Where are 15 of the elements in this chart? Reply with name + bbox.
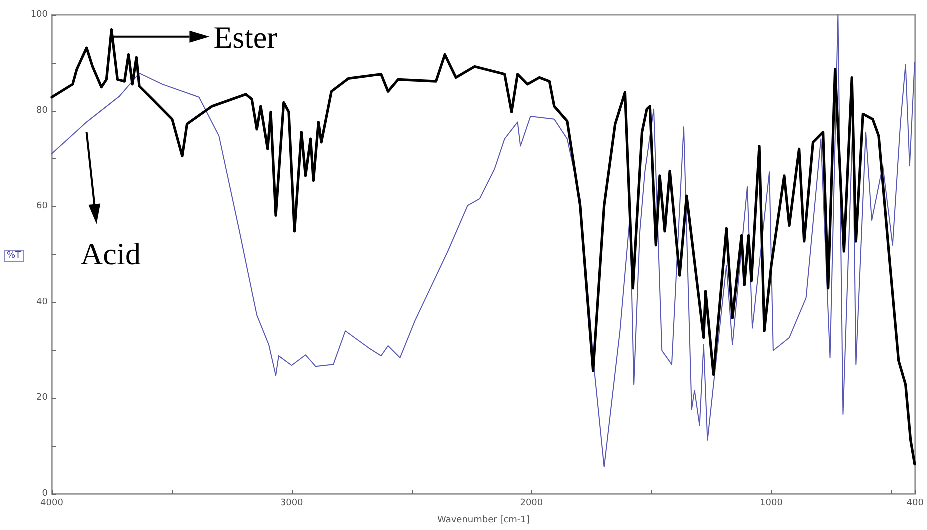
y-tick-label: 20	[36, 393, 48, 404]
y-tick-label: 0	[42, 489, 48, 499]
x-axis-title: Wavenumber [cm-1]	[438, 516, 530, 526]
y-tick-label: 100	[30, 10, 48, 20]
x-tick-label: 2000	[520, 498, 544, 508]
x-tick-label: 3000	[280, 498, 304, 508]
x-tick-label: 1000	[760, 498, 784, 508]
y-tick-label: 80	[36, 106, 48, 116]
y-tick-label: 40	[36, 297, 48, 308]
y-tick-label: 60	[36, 202, 48, 212]
x-tick-label: 400	[906, 498, 924, 508]
legend-label: Ester	[214, 20, 278, 55]
y-axis-title: %T	[4, 250, 24, 262]
x-tick-label: 4000	[40, 498, 64, 508]
text: Acid	[80, 236, 142, 272]
